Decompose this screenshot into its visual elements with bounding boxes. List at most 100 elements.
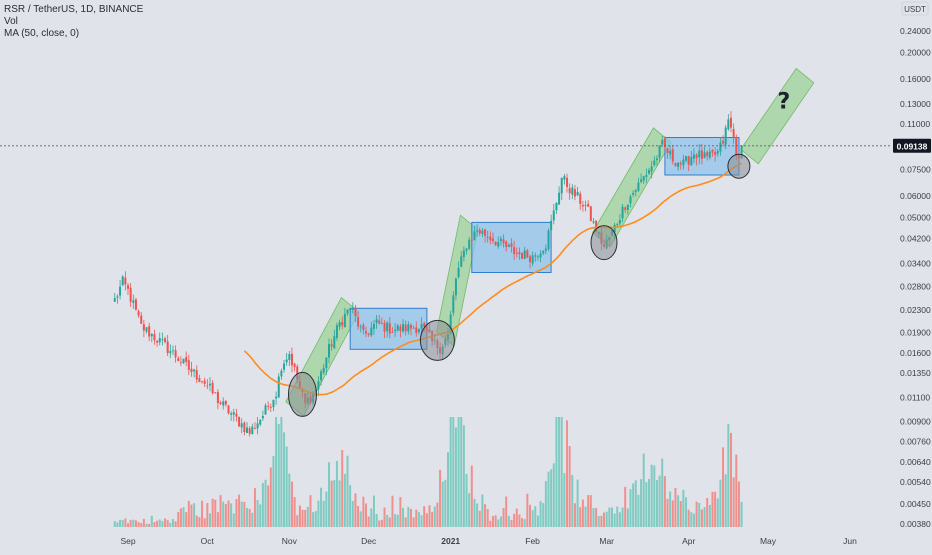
candle-body bbox=[198, 378, 201, 383]
candle-body bbox=[507, 244, 510, 248]
volume-bar bbox=[404, 517, 407, 527]
volume-bar bbox=[412, 517, 415, 527]
volume-bar bbox=[256, 500, 259, 527]
volume-bar bbox=[253, 488, 256, 527]
candle-body bbox=[388, 323, 391, 334]
candle-body bbox=[264, 405, 267, 415]
candle-body bbox=[666, 148, 669, 154]
support-circle bbox=[727, 153, 751, 179]
volume-bar bbox=[460, 417, 463, 527]
volume-bar bbox=[375, 513, 378, 527]
candle-body bbox=[618, 219, 621, 224]
candle-body bbox=[420, 324, 423, 329]
candle-body bbox=[616, 224, 619, 225]
volume-bar bbox=[515, 508, 518, 527]
ma-indicator-label: MA (50, close, 0) bbox=[4, 28, 80, 39]
volume-bar bbox=[407, 507, 410, 527]
candle-body bbox=[489, 236, 492, 241]
candle-body bbox=[222, 401, 225, 406]
volume-bar bbox=[150, 515, 153, 527]
volume-bar bbox=[489, 520, 492, 527]
candle-body bbox=[571, 187, 574, 195]
volume-bar bbox=[251, 512, 254, 527]
volume-bar bbox=[187, 500, 190, 527]
volume-bar bbox=[616, 506, 619, 527]
volume-bar bbox=[494, 515, 497, 527]
volume-bar bbox=[441, 481, 444, 527]
candle-body bbox=[528, 256, 531, 263]
candle-body bbox=[648, 170, 650, 174]
candle-body bbox=[711, 150, 714, 153]
price-tick-label: 0.04200 bbox=[900, 233, 931, 243]
volume-bar bbox=[325, 491, 328, 527]
volume-bar bbox=[409, 508, 412, 527]
candle-body bbox=[645, 175, 648, 177]
volume-bar bbox=[124, 518, 127, 527]
volume-bar bbox=[127, 523, 129, 527]
candle-body bbox=[465, 248, 468, 251]
candle-body bbox=[547, 230, 550, 250]
candle-body bbox=[211, 382, 214, 394]
time-tick-label: Dec bbox=[361, 536, 377, 546]
volume-bar bbox=[148, 523, 151, 527]
volume-bar bbox=[240, 501, 243, 527]
volume-bar bbox=[349, 485, 352, 527]
candle-body bbox=[677, 162, 680, 167]
volume-bar bbox=[267, 485, 270, 527]
candle-body bbox=[409, 324, 412, 329]
candle-body bbox=[550, 220, 553, 231]
candle-body bbox=[150, 333, 153, 337]
volume-bar bbox=[729, 432, 732, 527]
candle-body bbox=[288, 354, 291, 360]
candle-body bbox=[669, 150, 672, 155]
volume-bar bbox=[640, 479, 643, 527]
volume-bar bbox=[216, 512, 219, 527]
candle-body bbox=[476, 230, 479, 232]
candle-body bbox=[216, 392, 219, 403]
volume-bar bbox=[317, 500, 320, 527]
candle-body bbox=[142, 324, 145, 331]
volume-bar bbox=[740, 501, 743, 527]
candle-body bbox=[362, 324, 365, 331]
candlesticks bbox=[113, 111, 743, 437]
volume-bar bbox=[677, 495, 680, 527]
candle-body bbox=[727, 119, 730, 130]
support-circle bbox=[288, 371, 317, 417]
volume-bar bbox=[166, 519, 169, 527]
volume-bar bbox=[171, 518, 174, 527]
candle-body bbox=[534, 255, 537, 257]
candle-body bbox=[632, 192, 635, 195]
volume-bar bbox=[513, 513, 516, 527]
candle-body bbox=[261, 416, 264, 419]
volume-bar bbox=[624, 486, 627, 527]
price-tick-label: 0.13000 bbox=[900, 99, 931, 109]
volume-bar bbox=[277, 424, 280, 527]
candle-body bbox=[113, 298, 116, 302]
volume-bar bbox=[486, 509, 489, 527]
candle-body bbox=[325, 357, 328, 369]
candle-body bbox=[700, 150, 703, 159]
volume-bar bbox=[560, 417, 563, 527]
volume-bar bbox=[399, 497, 402, 527]
candle-body bbox=[497, 241, 500, 247]
volume-bar bbox=[272, 456, 275, 527]
volume-bar bbox=[714, 491, 717, 527]
volume-bar bbox=[113, 521, 116, 527]
candle-body bbox=[121, 276, 124, 286]
candle-body bbox=[423, 322, 426, 327]
candle-body bbox=[330, 344, 333, 347]
volume-bar bbox=[219, 495, 222, 527]
candle-body bbox=[280, 370, 283, 377]
volume-bar bbox=[571, 474, 574, 527]
volume-bar bbox=[206, 503, 209, 527]
volume-bar bbox=[354, 493, 357, 527]
candle-body bbox=[595, 220, 598, 233]
volume-bar bbox=[703, 507, 706, 527]
volume-bar bbox=[290, 481, 293, 527]
candle-body bbox=[317, 381, 320, 390]
volume-bar bbox=[550, 469, 553, 527]
candle-body bbox=[407, 324, 410, 332]
volume-bar bbox=[306, 507, 309, 527]
candle-body bbox=[232, 412, 235, 415]
